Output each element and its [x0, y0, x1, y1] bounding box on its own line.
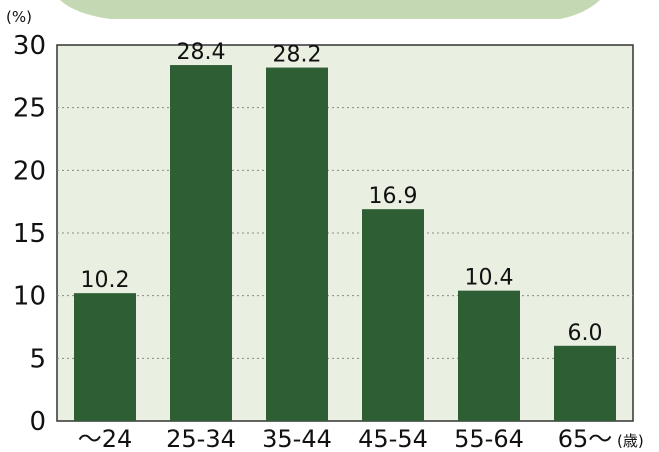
x-tick-label: 55-64 [454, 425, 524, 452]
data-label: 16.9 [369, 184, 418, 209]
y-tick-label: 30 [13, 31, 46, 61]
bar [170, 65, 232, 421]
bar [74, 293, 136, 421]
data-label: 28.2 [273, 43, 322, 68]
y-tick-label: 25 [13, 94, 46, 124]
data-label: 28.4 [177, 40, 226, 65]
y-tick-label: 10 [13, 282, 46, 312]
data-label: 10.4 [465, 266, 514, 291]
x-tick-label: 35-44 [262, 425, 332, 452]
y-axis: (%) 0 5 10 15 20 25 30 [6, 8, 46, 437]
bar [458, 290, 520, 421]
y-tick-label: 15 [13, 219, 46, 249]
data-labels: 10.2 28.4 28.2 16.9 10.4 6.0 [81, 40, 603, 346]
y-tick-label: 0 [29, 407, 46, 437]
bar [554, 345, 616, 421]
x-axis: (歳) ～24 25-34 35-44 45-54 55-64 65～ [78, 425, 644, 452]
x-tick-label: 25-34 [166, 425, 236, 452]
x-tick-label: 45-54 [358, 425, 428, 452]
bars [74, 65, 616, 421]
bar [266, 67, 328, 421]
data-label: 6.0 [568, 321, 603, 346]
x-tick-label: ～24 [78, 425, 133, 452]
x-tick-label: 65～ [558, 425, 613, 452]
y-tick-label: 20 [13, 156, 46, 186]
y-axis-unit: (%) [6, 8, 32, 26]
header-decoration [60, 0, 600, 19]
y-tick-label: 5 [29, 344, 46, 374]
data-label: 10.2 [81, 268, 130, 293]
bar [362, 209, 424, 421]
gridlines [57, 107, 633, 359]
x-axis-unit: (歳) [617, 432, 644, 450]
